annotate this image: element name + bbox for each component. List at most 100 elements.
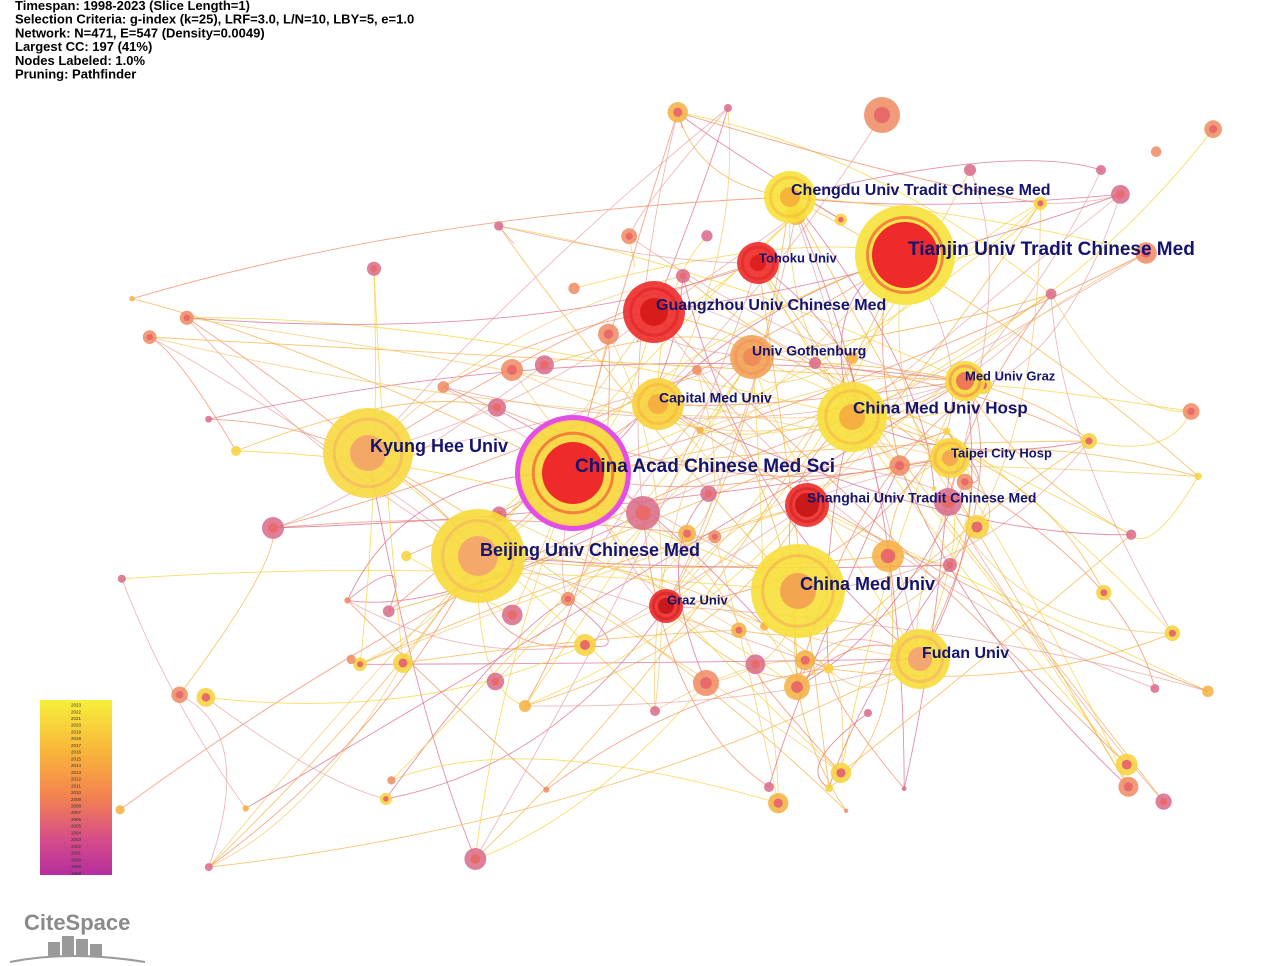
node-core: [491, 677, 500, 686]
node-core: [941, 495, 955, 509]
node-label: Chengdu Univ Tradit Chinese Med: [791, 182, 1051, 199]
node-ring: [531, 431, 615, 515]
node-label: Shanghai Univ Tradit Chinese Med: [807, 490, 1036, 506]
edge: [524, 504, 808, 707]
edge: [474, 262, 759, 860]
node-core: [540, 360, 549, 370]
node-ring: [789, 487, 825, 523]
edge: [714, 536, 779, 804]
legend-year: 2002: [71, 844, 82, 849]
legend-year: 2012: [71, 777, 82, 782]
legend-year: 2004: [71, 830, 82, 835]
node-label: China Acad Chinese Med Sci: [575, 456, 835, 477]
node-ring: [637, 383, 679, 425]
edge: [367, 107, 729, 454]
legend-year: 2010: [71, 790, 82, 795]
edge: [149, 336, 853, 419]
edge: [347, 599, 586, 650]
edge: [642, 512, 770, 788]
edge: [347, 574, 397, 612]
edge: [608, 333, 663, 712]
legend-year: 1998: [71, 871, 82, 876]
edge: [665, 196, 791, 607]
node-core: [458, 536, 498, 576]
node: [568, 282, 580, 295]
node-label: Kyung Hee Univ: [370, 436, 508, 456]
node-core: [704, 490, 713, 498]
edge: [964, 481, 1156, 689]
edge: [524, 658, 921, 707]
edge: [806, 203, 1041, 506]
node-core: [648, 394, 668, 414]
node: [519, 700, 531, 712]
node-ring: [948, 364, 982, 398]
node: [204, 863, 213, 872]
node-core: [795, 493, 819, 517]
small-nodes: [115, 97, 1222, 872]
logo-arc: [9, 955, 146, 963]
node-core: [1116, 190, 1125, 199]
legend-year: 2020: [71, 723, 82, 728]
node-core: [873, 106, 891, 124]
node-core: [1141, 248, 1151, 258]
node-core: [773, 798, 783, 808]
node: [1126, 529, 1137, 540]
legend-year: 2014: [71, 763, 82, 768]
edge: [789, 196, 1147, 254]
node-label: China Med Univ: [800, 574, 935, 594]
node-core: [780, 573, 816, 609]
node: [401, 550, 412, 562]
node: [344, 597, 351, 604]
node-core: [603, 329, 614, 339]
edge: [391, 356, 753, 781]
edge: [789, 160, 1102, 198]
node-ring: [734, 339, 770, 375]
legend-year: 1999: [71, 864, 82, 869]
node-core: [492, 403, 502, 412]
node-core: [350, 435, 386, 471]
node-core: [1037, 200, 1044, 207]
edge: [665, 254, 906, 607]
legend-year: 2003: [71, 837, 82, 842]
node-label: Beijing Univ Chinese Med: [480, 540, 700, 560]
node-core: [580, 640, 590, 650]
legend-year: 2018: [71, 736, 82, 741]
header-line: Selection Criteria: g-index (k=25), LRF=…: [15, 12, 414, 27]
node-core: [175, 691, 184, 699]
edge: [806, 504, 1209, 692]
node: [242, 805, 249, 812]
node-core: [971, 521, 983, 533]
legend-year: 2009: [71, 797, 82, 802]
edge: [205, 697, 386, 800]
edge: [524, 356, 753, 707]
node-core: [956, 372, 974, 390]
edge: [738, 564, 951, 636]
node-label: Taipei City Hosp: [951, 445, 1052, 460]
edge: [498, 225, 759, 264]
header-line: Pruning: Pathfinder: [15, 67, 136, 82]
edge: [653, 311, 1128, 765]
edge: [682, 275, 947, 432]
edge: [789, 196, 1199, 477]
legend-year: 2013: [71, 770, 82, 775]
node-label: Capital Med Univ: [659, 390, 772, 406]
node-core: [1187, 407, 1195, 416]
logo-bar: [48, 942, 60, 956]
node-label: Tianjin Univ Tradit Chinese Med: [908, 239, 1195, 260]
edge: [475, 682, 707, 860]
edge: [391, 758, 779, 804]
node-core: [507, 365, 517, 375]
node-core: [1123, 782, 1133, 792]
node: [1150, 683, 1160, 693]
year-legend-bar: [40, 700, 112, 875]
edge: [584, 504, 808, 646]
edge: [186, 317, 479, 557]
edge: [682, 275, 921, 660]
edge: [1050, 293, 1173, 634]
node-label: Guangzhou Univ Chinese Med: [656, 297, 886, 314]
node-core: [791, 681, 803, 693]
node-core: [942, 450, 958, 466]
edge: [678, 493, 709, 684]
edge: [851, 416, 1105, 593]
edge: [208, 555, 479, 868]
